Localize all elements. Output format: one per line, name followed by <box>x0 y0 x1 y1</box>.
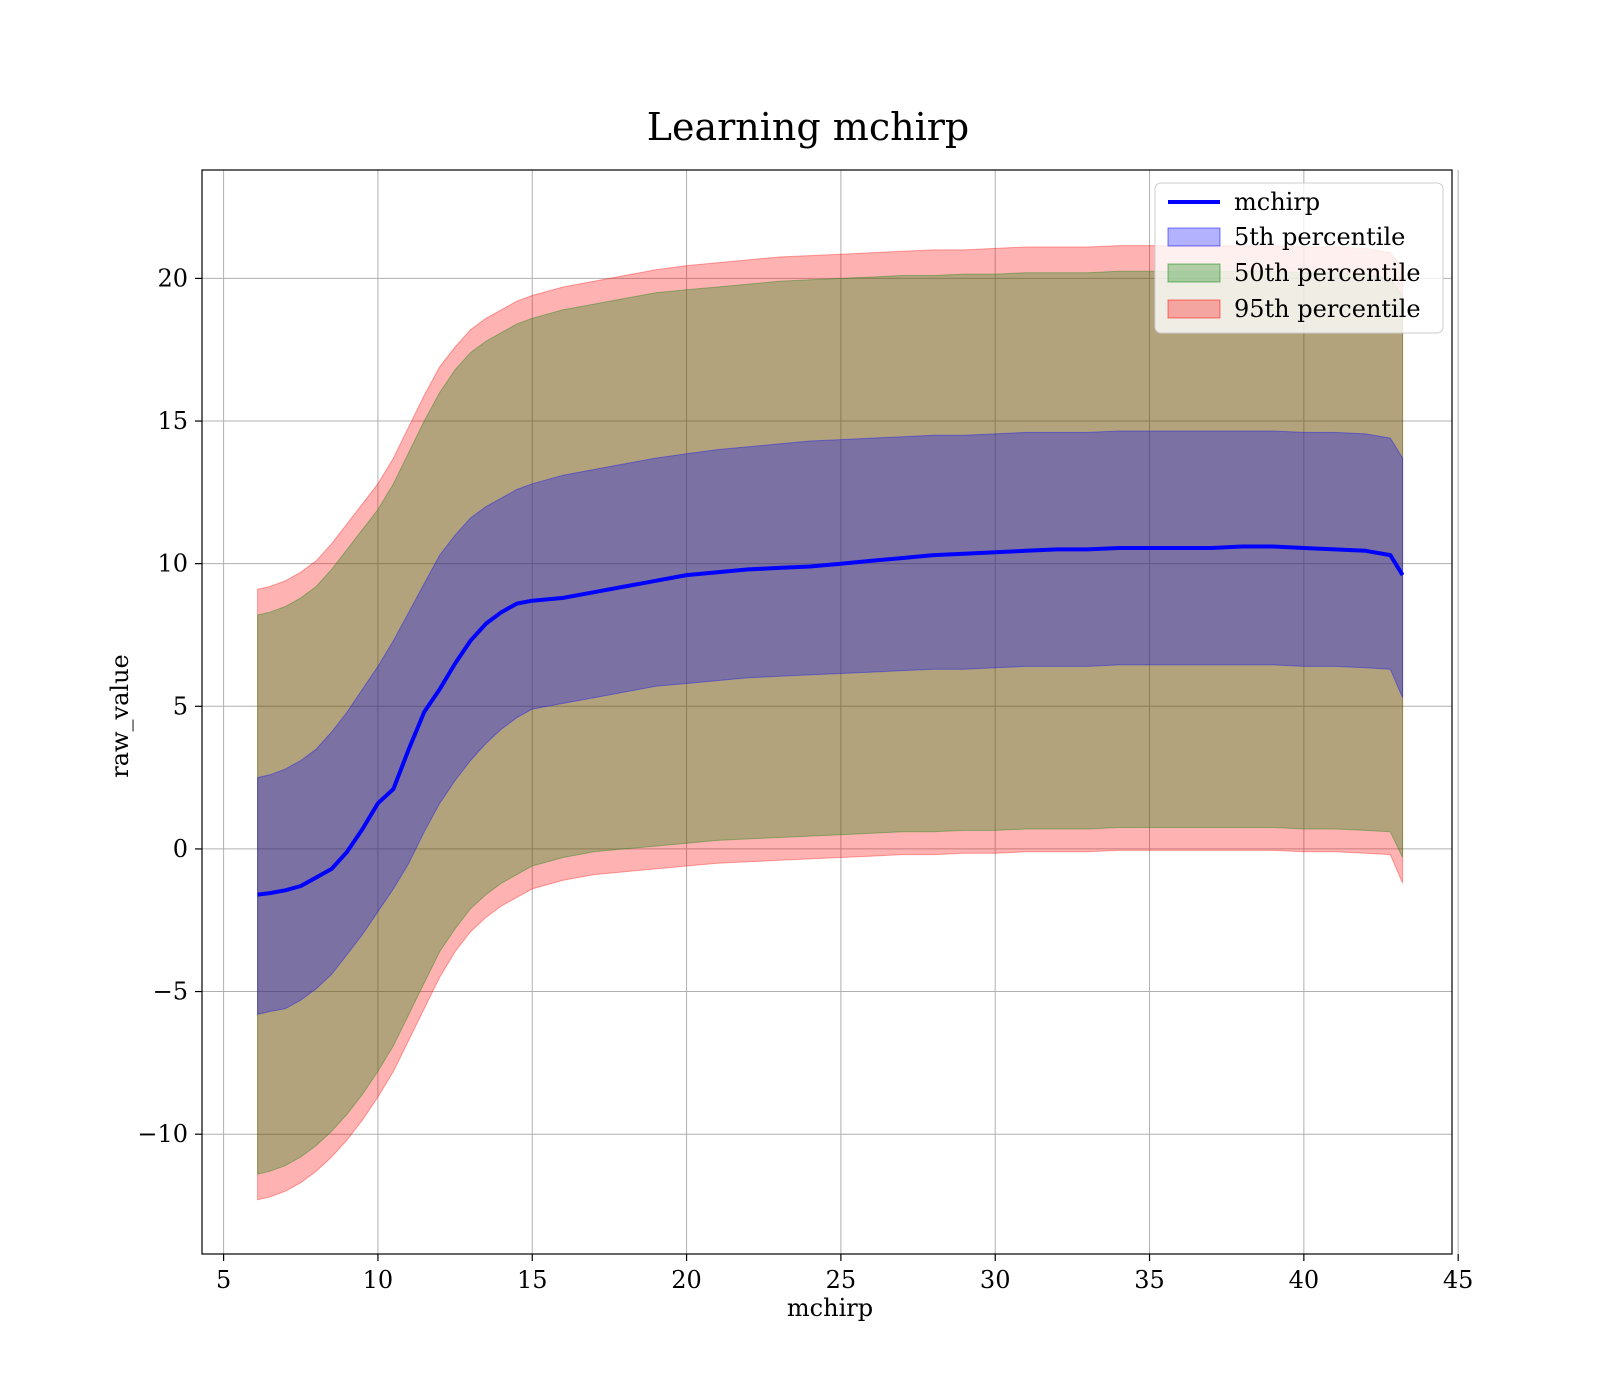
y-axis-label: raw_value <box>106 654 134 778</box>
x-tick-label: 40 <box>1289 1266 1320 1294</box>
legend-swatch-50th-percentile <box>1167 263 1221 283</box>
band-95th-percentile <box>257 245 1404 1201</box>
y-tick-label: 5 <box>173 692 188 720</box>
percentile-bands <box>257 245 1404 1201</box>
x-tick-label: 20 <box>671 1266 702 1294</box>
y-tick-label: 10 <box>157 550 188 578</box>
y-tick-label: −10 <box>137 1120 188 1148</box>
legend-label-5th-percentile: 5th percentile <box>1234 223 1405 251</box>
legend-swatch-5th-percentile <box>1167 227 1221 247</box>
x-tick-label: 35 <box>1134 1266 1165 1294</box>
series-line-mchirp <box>257 544 1405 897</box>
x-tick-label: 45 <box>1443 1266 1474 1294</box>
x-axis-label: mchirp <box>787 1294 873 1322</box>
y-tick-label: 0 <box>173 835 188 863</box>
x-tick-label: 5 <box>216 1266 231 1294</box>
legend-box <box>1154 182 1444 334</box>
band-50th-percentile <box>257 270 1404 1175</box>
y-tick-label: −5 <box>153 978 188 1006</box>
legend-label-mchirp: mchirp <box>1234 188 1320 216</box>
x-tick-label: 25 <box>826 1266 857 1294</box>
chart-title: Learning mchirp <box>647 105 969 149</box>
axis-ticks: 5 10 15 20 25 30 35 40 45 −10 −5 0 5 10 15 20 <box>137 264 1473 1294</box>
plot-frame <box>201 169 1453 1255</box>
legend-label-95th-percentile: 95th percentile <box>1234 295 1421 323</box>
y-tick-label: 15 <box>157 407 188 435</box>
band-5th-percentile <box>257 430 1404 1016</box>
x-tick-label: 30 <box>980 1266 1011 1294</box>
legend-label-50th-percentile: 50th percentile <box>1234 259 1421 287</box>
legend: mchirp 5th percentile 50th percentile 95… <box>1154 182 1444 334</box>
series-lines <box>257 544 1405 897</box>
y-tick-label: 20 <box>157 264 188 292</box>
x-tick-label: 15 <box>517 1266 548 1294</box>
x-tick-label: 10 <box>363 1266 394 1294</box>
legend-swatch-95th-percentile <box>1167 299 1221 319</box>
